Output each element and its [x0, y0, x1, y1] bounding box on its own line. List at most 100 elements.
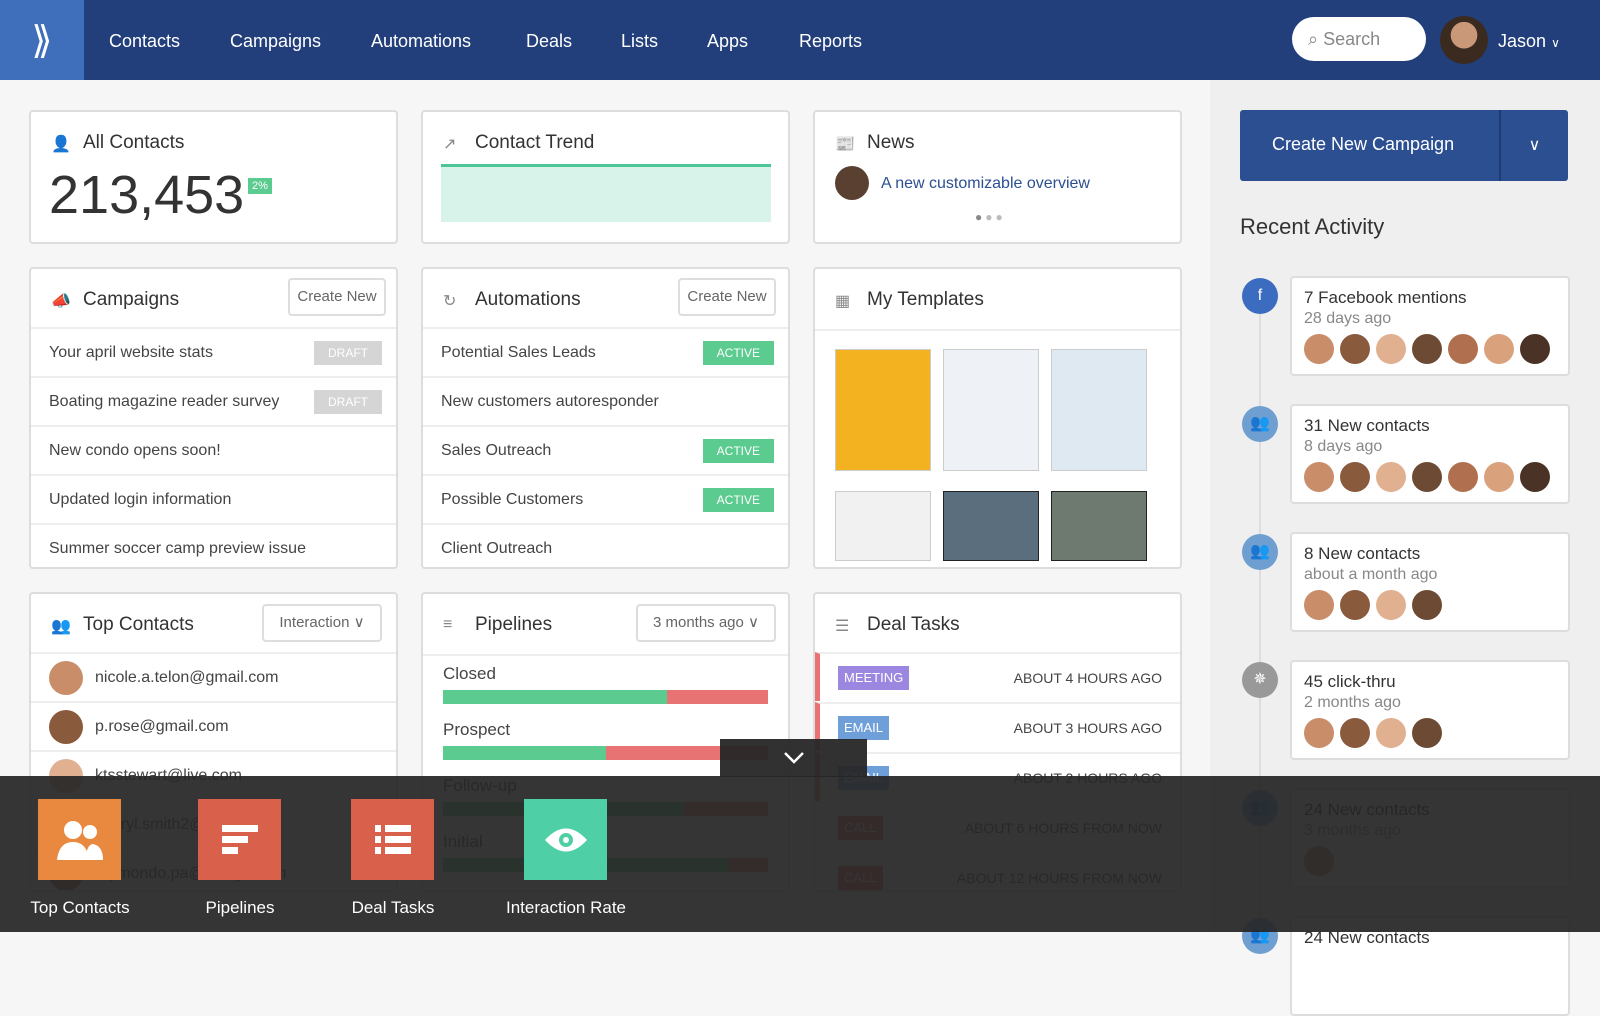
status-badge: ACTIVE: [702, 488, 774, 512]
drawer-tile[interactable]: [38, 799, 121, 880]
activity-card[interactable]: 45 click-thru 2 months ago: [1290, 660, 1570, 760]
activity-title: 8 New contacts: [1304, 544, 1421, 563]
activity-avatar[interactable]: [1520, 462, 1550, 492]
activity-avatar[interactable]: [1376, 590, 1406, 620]
activity-avatar[interactable]: [1304, 718, 1334, 748]
activity-avatar[interactable]: [1376, 334, 1406, 364]
nav-campaigns[interactable]: Campaigns: [230, 31, 322, 51]
drawer-tile[interactable]: [524, 799, 607, 880]
activity-avatar[interactable]: [1340, 462, 1370, 492]
activity-avatar[interactable]: [1340, 718, 1370, 748]
drawer-tile[interactable]: [198, 799, 281, 880]
activity-card[interactable]: 7 Facebook mentions 28 days ago: [1290, 276, 1570, 376]
nav-deals[interactable]: Deals: [526, 31, 573, 51]
drawer-tile[interactable]: [351, 799, 434, 880]
card-title: Pipelines: [475, 614, 553, 635]
activity-card[interactable]: 8 New contacts about a month ago: [1290, 532, 1570, 632]
campaign-name: Your april website stats: [49, 344, 213, 361]
create-automation-button[interactable]: Create New: [678, 278, 776, 316]
news-avatar: [835, 166, 869, 200]
pipeline-bar[interactable]: [443, 690, 768, 704]
activity-time: 8 days ago: [1304, 438, 1383, 455]
pipeline-bar[interactable]: [443, 746, 768, 760]
template-thumbnail[interactable]: [835, 349, 931, 471]
automation-row[interactable]: New customers autoresponder: [423, 376, 788, 425]
automation-row[interactable]: Client Outreach: [423, 523, 788, 567]
pipeline-icon: [220, 822, 260, 858]
drawer-tile-label[interactable]: Top Contacts: [30, 898, 130, 917]
activity-avatar[interactable]: [1376, 462, 1406, 492]
campaign-row[interactable]: Your april website stats DRAFT: [31, 327, 396, 376]
template-thumbnail[interactable]: [943, 349, 1039, 471]
activity-avatar[interactable]: [1412, 462, 1442, 492]
automation-row[interactable]: Possible Customers ACTIVE: [423, 474, 788, 523]
user-name: Jason: [1498, 31, 1547, 51]
campaign-row[interactable]: New condo opens soon!: [31, 425, 396, 474]
chevron-down-icon: ∨: [1551, 36, 1560, 50]
activity-avatar[interactable]: [1484, 334, 1514, 364]
automation-row[interactable]: Potential Sales Leads ACTIVE: [423, 327, 788, 376]
drawer-tile-label[interactable]: Deal Tasks: [351, 898, 435, 917]
user-menu[interactable]: Jason ∨: [1498, 0, 1560, 84]
activity-avatar[interactable]: [1520, 334, 1550, 364]
person-icon: 👤: [51, 136, 71, 153]
user-avatar[interactable]: [1440, 16, 1488, 64]
template-thumbnail[interactable]: [1051, 349, 1147, 471]
activity-avatar[interactable]: [1448, 334, 1478, 364]
campaign-row[interactable]: Updated login information: [31, 474, 396, 523]
contact-trend-card[interactable]: ↗ Contact Trend: [421, 110, 790, 244]
search-input[interactable]: ⌕ Search: [1292, 17, 1426, 61]
activity-time: about a month ago: [1304, 566, 1438, 583]
logo[interactable]: ⟫: [0, 0, 84, 80]
activity-avatar[interactable]: [1448, 462, 1478, 492]
campaign-row[interactable]: Boating magazine reader survey DRAFT: [31, 376, 396, 425]
interaction-dropdown[interactable]: Interaction ∨: [262, 604, 382, 642]
activity-avatar[interactable]: [1340, 334, 1370, 364]
nav-lists[interactable]: Lists: [621, 31, 659, 51]
drawer-tile-label[interactable]: Interaction Rate: [505, 898, 626, 917]
deal-task-row[interactable]: EMAIL ABOUT 3 HOURS AGO: [815, 702, 1180, 751]
activity-card[interactable]: 31 New contacts 8 days ago: [1290, 404, 1570, 504]
campaign-name: Summer soccer camp preview issue: [49, 540, 306, 557]
contact-row[interactable]: p.rose@gmail.com: [31, 701, 396, 750]
all-contacts-card[interactable]: 👤 All Contacts 213,453 2%: [29, 110, 398, 244]
activity-avatar[interactable]: [1412, 334, 1442, 364]
trend-icon: ↗: [443, 136, 457, 153]
template-thumbnail[interactable]: [1051, 491, 1147, 561]
activity-avatar[interactable]: [1304, 590, 1334, 620]
activity-avatar[interactable]: [1376, 718, 1406, 748]
activity-avatar[interactable]: [1340, 590, 1370, 620]
eye-icon: [543, 825, 589, 855]
carousel-dots[interactable]: ●●●: [975, 210, 1006, 224]
template-thumbnail[interactable]: [943, 491, 1039, 561]
nav-reports[interactable]: Reports: [799, 31, 863, 51]
create-new-campaign-button[interactable]: Create New Campaign: [1272, 134, 1455, 154]
nav-apps[interactable]: Apps: [707, 31, 749, 51]
contact-row[interactable]: nicole.a.telon@gmail.com: [31, 652, 396, 701]
deal-task-row[interactable]: MEETING ABOUT 4 HOURS AGO: [815, 652, 1180, 701]
activity-avatar[interactable]: [1304, 334, 1334, 364]
automation-row[interactable]: Sales Outreach ACTIVE: [423, 425, 788, 474]
news-card[interactable]: 📰 News A new customizable overview ●●●: [813, 110, 1182, 244]
activity-avatar[interactable]: [1412, 590, 1442, 620]
list-icon: [373, 822, 413, 858]
contact-email: nicole.a.telon@gmail.com: [95, 669, 279, 686]
status-badge: DRAFT: [314, 390, 382, 414]
campaign-row[interactable]: Summer soccer camp preview issue: [31, 523, 396, 567]
nav-automations[interactable]: Automations: [371, 31, 472, 51]
automation-name: New customers autoresponder: [441, 393, 659, 410]
activity-avatar[interactable]: [1484, 462, 1514, 492]
activity-avatar[interactable]: [1304, 462, 1334, 492]
collapse-drawer-button[interactable]: [720, 739, 867, 777]
drawer-tile-label[interactable]: Pipelines: [205, 898, 275, 917]
nav-contacts[interactable]: Contacts: [109, 31, 181, 51]
recent-activity-title: Recent Activity: [1240, 214, 1385, 239]
period-dropdown[interactable]: 3 months ago ∨: [636, 604, 776, 642]
contacts-icon: [55, 818, 105, 862]
create-campaign-button[interactable]: Create New: [288, 278, 386, 316]
chevron-down-icon[interactable]: ∨: [1528, 137, 1541, 154]
card-title: News: [867, 132, 915, 153]
activity-avatar[interactable]: [1412, 718, 1442, 748]
template-thumbnail[interactable]: [835, 491, 931, 561]
news-link[interactable]: A new customizable overview: [881, 175, 1090, 192]
